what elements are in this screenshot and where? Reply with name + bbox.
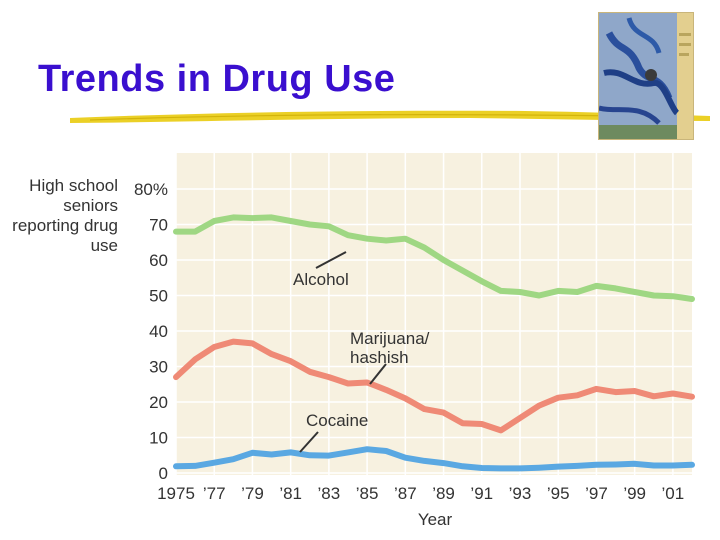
y-tick-label: 50 (149, 287, 168, 306)
y-tick-labels: 0 10 20 30 40 50 60 70 80% (134, 180, 168, 483)
x-tick-label: ’81 (279, 484, 302, 503)
x-tick-label: ’97 (585, 484, 608, 503)
x-tick-label: ’01 (662, 484, 685, 503)
x-tick-label: ’93 (509, 484, 532, 503)
series-label-marijuana: Marijuana/ hashish (350, 329, 434, 367)
x-tick-label: ’91 (470, 484, 493, 503)
y-tick-label: 70 (149, 216, 168, 235)
series-line-cocaine (173, 446, 695, 472)
y-tick-label: 0 (159, 464, 168, 483)
series-line-alcohol (173, 214, 695, 302)
pointer-cocaine (299, 431, 319, 453)
slide-title: Trends in Drug Use (38, 58, 396, 100)
y-tick-label: 40 (149, 322, 168, 341)
series-label-cocaine: Cocaine (306, 411, 368, 430)
grid-lines (175, 153, 692, 475)
x-tick-label: ’87 (394, 484, 417, 503)
x-tick-label: 1975 (157, 484, 195, 503)
series-label-marijuana-line1: Marijuana/ (350, 329, 430, 348)
x-tick-label: ’99 (623, 484, 646, 503)
y-tick-label: 80% (134, 180, 168, 199)
y-tick-label: 20 (149, 393, 168, 412)
underline-stroke-main (70, 110, 710, 123)
x-axis-label: Year (418, 510, 453, 529)
pointer-marijuana (369, 363, 387, 385)
series-label-marijuana-line2: hashish (350, 348, 409, 367)
x-tick-label: ’89 (432, 484, 455, 503)
y-axis-label: High school seniors reporting drug use (12, 176, 118, 255)
series-line-marijuana (173, 338, 695, 434)
x-tick-labels: 1975 ’77 ’79 ’81 ’83 ’85 ’87 ’89 ’91 ’93 ’95 ’97 ’99… (157, 484, 684, 503)
x-tick-label: ’85 (356, 484, 379, 503)
title-underline (70, 110, 710, 123)
y-tick-label: 30 (149, 358, 168, 377)
x-tick-label: ’95 (547, 484, 570, 503)
book-cover-image (598, 12, 694, 140)
line-chart: 0 10 20 30 40 50 60 70 80% 1975 ’77 ’79 ’81 ’83 ’85 ’8… (134, 153, 695, 529)
series-label-alcohol: Alcohol (293, 270, 349, 289)
x-tick-label: ’79 (241, 484, 264, 503)
underline-stroke-scratch (89, 114, 691, 121)
x-tick-label: ’77 (203, 484, 226, 503)
y-tick-label: 10 (149, 429, 168, 448)
x-tick-label: ’83 (318, 484, 341, 503)
pointer-alcohol (315, 251, 347, 269)
plot-area (176, 153, 692, 475)
y-tick-label: 60 (149, 251, 168, 270)
series-lines (173, 214, 695, 472)
